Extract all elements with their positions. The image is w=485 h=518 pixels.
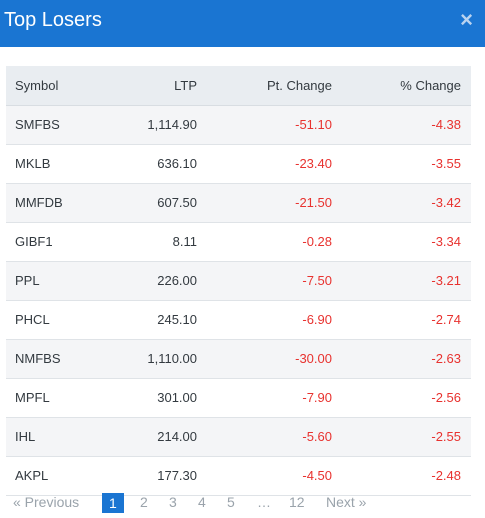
symbol-cell: SMFBS <box>6 105 96 145</box>
column-header-pct-change[interactable]: % Change <box>341 66 471 106</box>
symbol-cell: MKLB <box>6 144 96 184</box>
pagination-page-5[interactable]: 5 <box>227 494 235 510</box>
pt-change-cell: -23.40 <box>206 144 341 184</box>
pct-change-cell: -4.38 <box>341 105 471 145</box>
ltp-cell: 177.30 <box>96 456 206 496</box>
pt-change-cell: -51.10 <box>206 105 341 145</box>
ltp-cell: 245.10 <box>96 300 206 340</box>
pagination-page-12[interactable]: 12 <box>289 494 305 510</box>
ltp-cell: 607.50 <box>96 183 206 223</box>
modal-header: Top Losers × <box>0 0 485 47</box>
pagination-previous-link[interactable]: « Previous <box>13 494 80 510</box>
table-row[interactable]: AKPL 177.30 -4.50 -2.48 <box>6 456 471 496</box>
symbol-cell: MPFL <box>6 378 96 418</box>
close-icon[interactable]: × <box>460 7 473 32</box>
pt-change-cell: -7.90 <box>206 378 341 418</box>
symbol-cell: PPL <box>6 261 96 301</box>
modal-title: Top Losers <box>4 9 102 31</box>
pct-change-cell: -2.55 <box>341 417 471 457</box>
ltp-cell: 301.00 <box>96 378 206 418</box>
ltp-cell: 226.00 <box>96 261 206 301</box>
symbol-cell: AKPL <box>6 456 96 496</box>
pct-change-cell: -3.34 <box>341 222 471 262</box>
symbol-cell: NMFBS <box>6 339 96 379</box>
pt-change-cell: -30.00 <box>206 339 341 379</box>
column-header-pt-change[interactable]: Pt. Change <box>206 66 341 106</box>
ltp-cell: 214.00 <box>96 417 206 457</box>
pct-change-cell: -2.56 <box>341 378 471 418</box>
pagination-page-1[interactable]: 1 <box>102 493 124 513</box>
pt-change-cell: -21.50 <box>206 183 341 223</box>
column-header-ltp[interactable]: LTP <box>96 66 206 106</box>
table-row[interactable]: MMFDB 607.50 -21.50 -3.42 <box>6 183 471 223</box>
pct-change-cell: -2.63 <box>341 339 471 379</box>
ltp-cell: 1,114.90 <box>96 105 206 145</box>
table-row[interactable]: PPL 226.00 -7.50 -3.21 <box>6 261 471 301</box>
table-row[interactable]: NMFBS 1,110.00 -30.00 -2.63 <box>6 339 471 379</box>
pct-change-cell: -3.55 <box>341 144 471 184</box>
symbol-cell: GIBF1 <box>6 222 96 262</box>
ltp-cell: 8.11 <box>96 222 206 262</box>
pt-change-cell: -6.90 <box>206 300 341 340</box>
pct-change-cell: -3.42 <box>341 183 471 223</box>
pagination-page-2[interactable]: 2 <box>140 494 148 510</box>
table-row[interactable]: PHCL 245.10 -6.90 -2.74 <box>6 300 471 340</box>
top-losers-table-container: Symbol LTP Pt. Change % Change SMFBS 1,1… <box>6 66 471 496</box>
pagination-page-3[interactable]: 3 <box>169 494 177 510</box>
pt-change-cell: -7.50 <box>206 261 341 301</box>
column-header-symbol[interactable]: Symbol <box>6 66 96 106</box>
pagination-page-4[interactable]: 4 <box>198 494 206 510</box>
pt-change-cell: -4.50 <box>206 456 341 496</box>
pct-change-cell: -2.48 <box>341 456 471 496</box>
top-losers-table: Symbol LTP Pt. Change % Change SMFBS 1,1… <box>6 66 471 496</box>
table-row[interactable]: MPFL 301.00 -7.90 -2.56 <box>6 378 471 418</box>
pt-change-cell: -0.28 <box>206 222 341 262</box>
pagination-next-link[interactable]: Next » <box>326 494 367 510</box>
symbol-cell: PHCL <box>6 300 96 340</box>
table-row[interactable]: SMFBS 1,114.90 -51.10 -4.38 <box>6 105 471 145</box>
table-row[interactable]: IHL 214.00 -5.60 -2.55 <box>6 417 471 457</box>
pagination-ellipsis: … <box>257 494 271 510</box>
ltp-cell: 1,110.00 <box>96 339 206 379</box>
pt-change-cell: -5.60 <box>206 417 341 457</box>
pct-change-cell: -2.74 <box>341 300 471 340</box>
ltp-cell: 636.10 <box>96 144 206 184</box>
symbol-cell: MMFDB <box>6 183 96 223</box>
symbol-cell: IHL <box>6 417 96 457</box>
table-row[interactable]: GIBF1 8.11 -0.28 -3.34 <box>6 222 471 262</box>
table-row[interactable]: MKLB 636.10 -23.40 -3.55 <box>6 144 471 184</box>
table-header-row: Symbol LTP Pt. Change % Change <box>6 66 471 106</box>
pct-change-cell: -3.21 <box>341 261 471 301</box>
